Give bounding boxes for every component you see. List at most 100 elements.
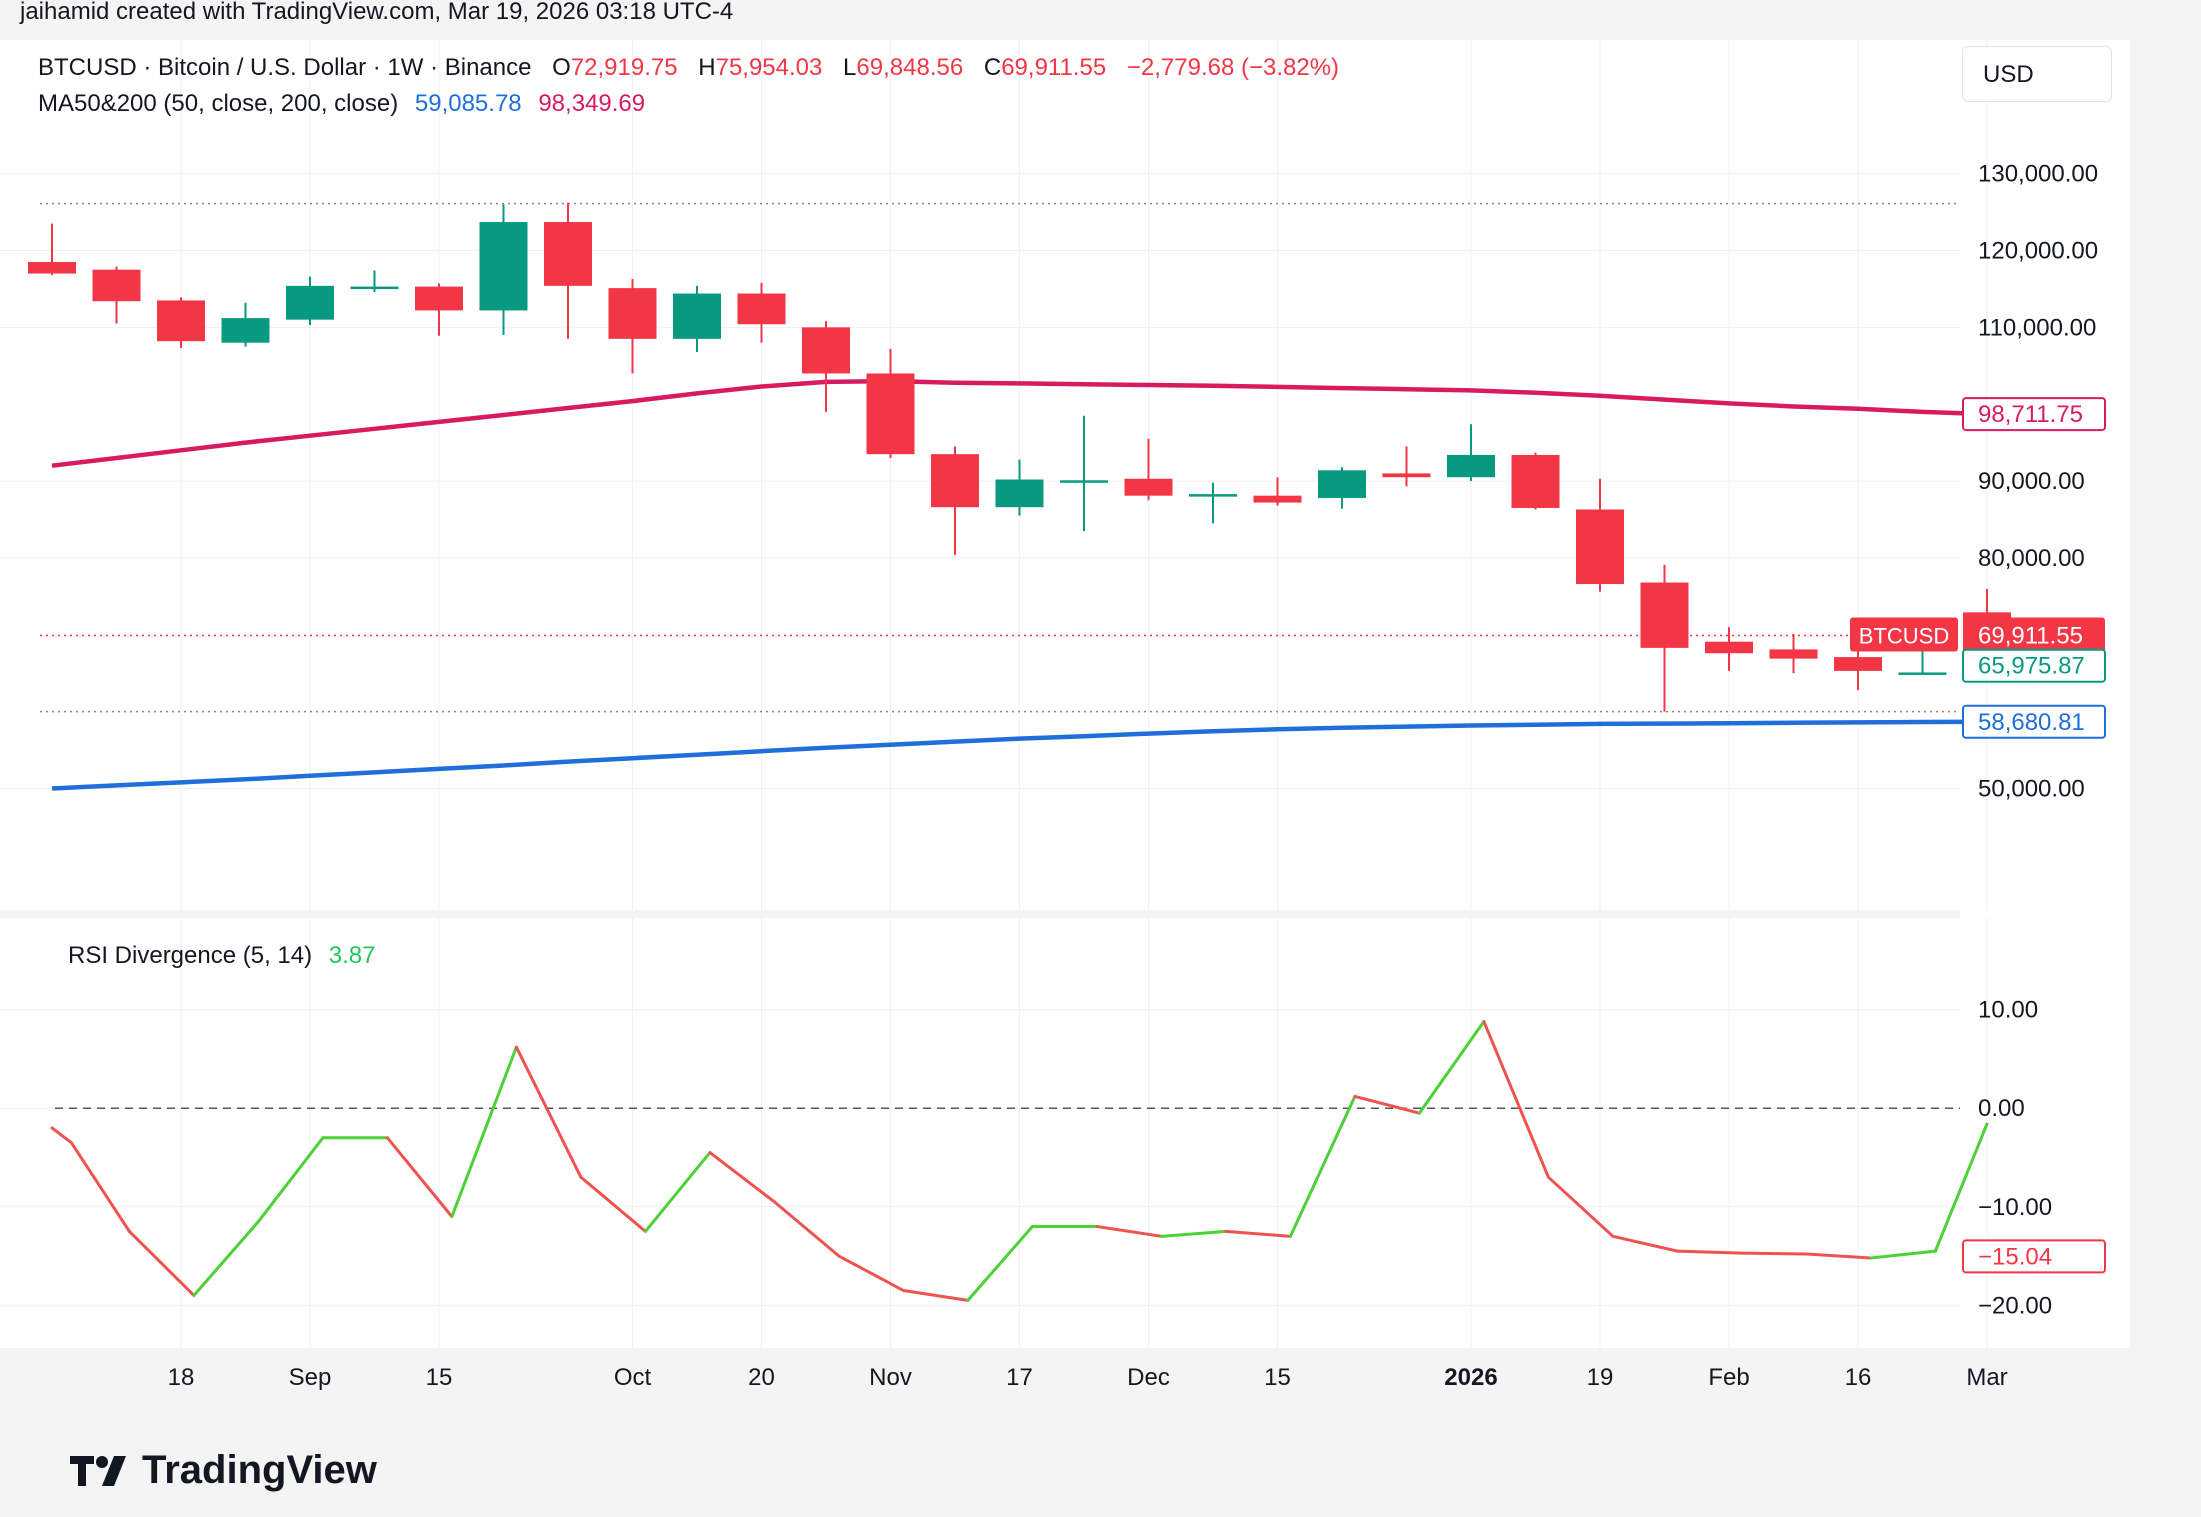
candle-body bbox=[28, 262, 76, 274]
candle-body bbox=[1769, 649, 1818, 659]
candle-body bbox=[286, 285, 334, 320]
rsi-segment bbox=[1546, 1175, 1615, 1238]
rsi-segment bbox=[1675, 1249, 1744, 1255]
candle-body bbox=[1382, 473, 1431, 478]
tradingview-logo-icon bbox=[70, 1455, 126, 1486]
rsi-segment bbox=[1740, 1251, 1808, 1256]
rsi-segment bbox=[127, 1229, 196, 1297]
low-label: L bbox=[843, 54, 857, 81]
rsi-segment bbox=[1611, 1234, 1679, 1253]
rsi-segment bbox=[1353, 1094, 1421, 1115]
rsi-tick-label: −20.00 bbox=[1978, 1292, 2052, 1319]
rsi-tick-label: 10.00 bbox=[1978, 997, 2038, 1024]
close-label: C bbox=[983, 54, 1002, 81]
candle-body bbox=[1511, 454, 1560, 508]
change-value: −2,779.68 (−3.82%) bbox=[1126, 54, 1340, 81]
time-tick-label: Feb bbox=[1708, 1364, 1749, 1391]
time-tick-label: 17 bbox=[1006, 1364, 1033, 1391]
rsi-legend: RSI Divergence (5, 14) 3.87 bbox=[68, 942, 376, 970]
rsi-tick-label: 0.00 bbox=[1978, 1095, 2025, 1122]
rsi-segment bbox=[1288, 1094, 1357, 1238]
rsi-segment bbox=[385, 1136, 454, 1219]
price-tag-text: 65,975.87 bbox=[1978, 653, 2085, 680]
attribution-text: jaihamid created with TradingView.com, M… bbox=[20, 0, 734, 25]
rsi-segment bbox=[966, 1224, 1034, 1302]
tradingview-logo[interactable]: TradingView bbox=[70, 1448, 377, 1493]
price-tag-box bbox=[1962, 397, 2106, 432]
candle-body bbox=[1447, 454, 1495, 478]
rsi-segment bbox=[192, 1220, 260, 1297]
rsi-segment bbox=[1159, 1229, 1228, 1238]
price-tick-label: 80,000.00 bbox=[1978, 545, 2085, 572]
open-value: 72,919.75 bbox=[570, 54, 678, 81]
rsi-segment bbox=[1417, 1020, 1486, 1115]
time-tick-label: Mar bbox=[1966, 1364, 2007, 1391]
candle-body bbox=[931, 454, 979, 508]
rsi-pane-bg bbox=[0, 918, 1960, 1348]
last-price-text: 69,911.55 bbox=[1978, 622, 2083, 649]
time-tick-label: 20 bbox=[748, 1364, 775, 1391]
rsi-value: 3.87 bbox=[328, 942, 376, 969]
symbol-tag-text: BTCUSD bbox=[1859, 623, 1949, 648]
ma200-line bbox=[51, 378, 1988, 468]
price-tick-label: 120,000.00 bbox=[1978, 237, 2098, 264]
rsi-segment bbox=[256, 1136, 325, 1224]
candle-body bbox=[1640, 582, 1689, 648]
rsi-segment bbox=[1482, 1020, 1550, 1179]
symbol-title[interactable]: BTCUSD · Bitcoin / U.S. Dollar · 1W · Bi… bbox=[38, 54, 532, 81]
candle-body bbox=[1318, 470, 1366, 498]
candle-body bbox=[802, 327, 850, 374]
ma50-value: 59,085.78 bbox=[414, 90, 522, 117]
rsi-tick-label: −10.00 bbox=[1978, 1194, 2052, 1221]
price-tick-label: 90,000.00 bbox=[1978, 468, 2085, 495]
candle-body bbox=[995, 479, 1044, 508]
rsi-label[interactable]: RSI Divergence (5, 14) bbox=[68, 942, 313, 969]
time-tick-label: 2026 bbox=[1444, 1364, 1497, 1391]
candle-body bbox=[350, 286, 399, 290]
time-tick-label: 16 bbox=[1845, 1364, 1872, 1391]
candle-body bbox=[1834, 657, 1882, 671]
candle-body bbox=[1705, 641, 1753, 654]
price-tick-label: 110,000.00 bbox=[1978, 314, 2096, 341]
candle-body bbox=[544, 222, 592, 286]
price-tag-box bbox=[1962, 704, 2106, 739]
ma-legend: MA50&200 (50, close, 200, close) 59,085.… bbox=[38, 90, 645, 118]
time-tick-label: 15 bbox=[426, 1364, 453, 1391]
close-value: 69,911.55 bbox=[1001, 54, 1107, 81]
ma-label[interactable]: MA50&200 (50, close, 200, close) bbox=[38, 90, 399, 117]
symbol-legend: BTCUSD · Bitcoin / U.S. Dollar · 1W · Bi… bbox=[38, 54, 1339, 82]
price-axis-bg bbox=[1960, 40, 2130, 1348]
rsi-segment bbox=[450, 1045, 518, 1219]
price-tag-text: 58,680.81 bbox=[1978, 709, 2085, 736]
candle-body bbox=[1576, 509, 1624, 585]
symbol-tag-box bbox=[1850, 617, 1958, 652]
rsi-segment bbox=[837, 1254, 905, 1293]
candle-body bbox=[221, 318, 270, 343]
candle-body bbox=[415, 286, 463, 311]
rsi-tag-text: −15.04 bbox=[1978, 1243, 2052, 1270]
rsi-segment bbox=[514, 1045, 583, 1179]
candle-body bbox=[1898, 672, 1947, 675]
currency-button[interactable]: USD bbox=[1962, 46, 2112, 102]
price-tag-box bbox=[1962, 648, 2106, 683]
price-tag-text: 98,711.75 bbox=[1978, 401, 2083, 428]
candle-body bbox=[92, 269, 141, 302]
rsi-segment bbox=[1933, 1122, 1989, 1253]
rsi-segment bbox=[708, 1151, 776, 1204]
rsi-segment bbox=[50, 1126, 73, 1145]
rsi-segment bbox=[1869, 1249, 1937, 1260]
candle-body bbox=[1060, 480, 1108, 483]
candle-body bbox=[479, 222, 528, 311]
rsi-segment bbox=[1095, 1224, 1163, 1238]
candle-body bbox=[608, 288, 657, 339]
rsi-segment bbox=[1224, 1229, 1292, 1238]
low-value: 69,848.56 bbox=[856, 54, 964, 81]
candle-body bbox=[1253, 495, 1302, 503]
candle-body bbox=[737, 293, 786, 325]
candle-body bbox=[866, 373, 915, 455]
price-tick-label: 50,000.00 bbox=[1978, 776, 2085, 803]
tradingview-wordmark: TradingView bbox=[142, 1448, 377, 1492]
rsi-segment bbox=[69, 1141, 131, 1233]
